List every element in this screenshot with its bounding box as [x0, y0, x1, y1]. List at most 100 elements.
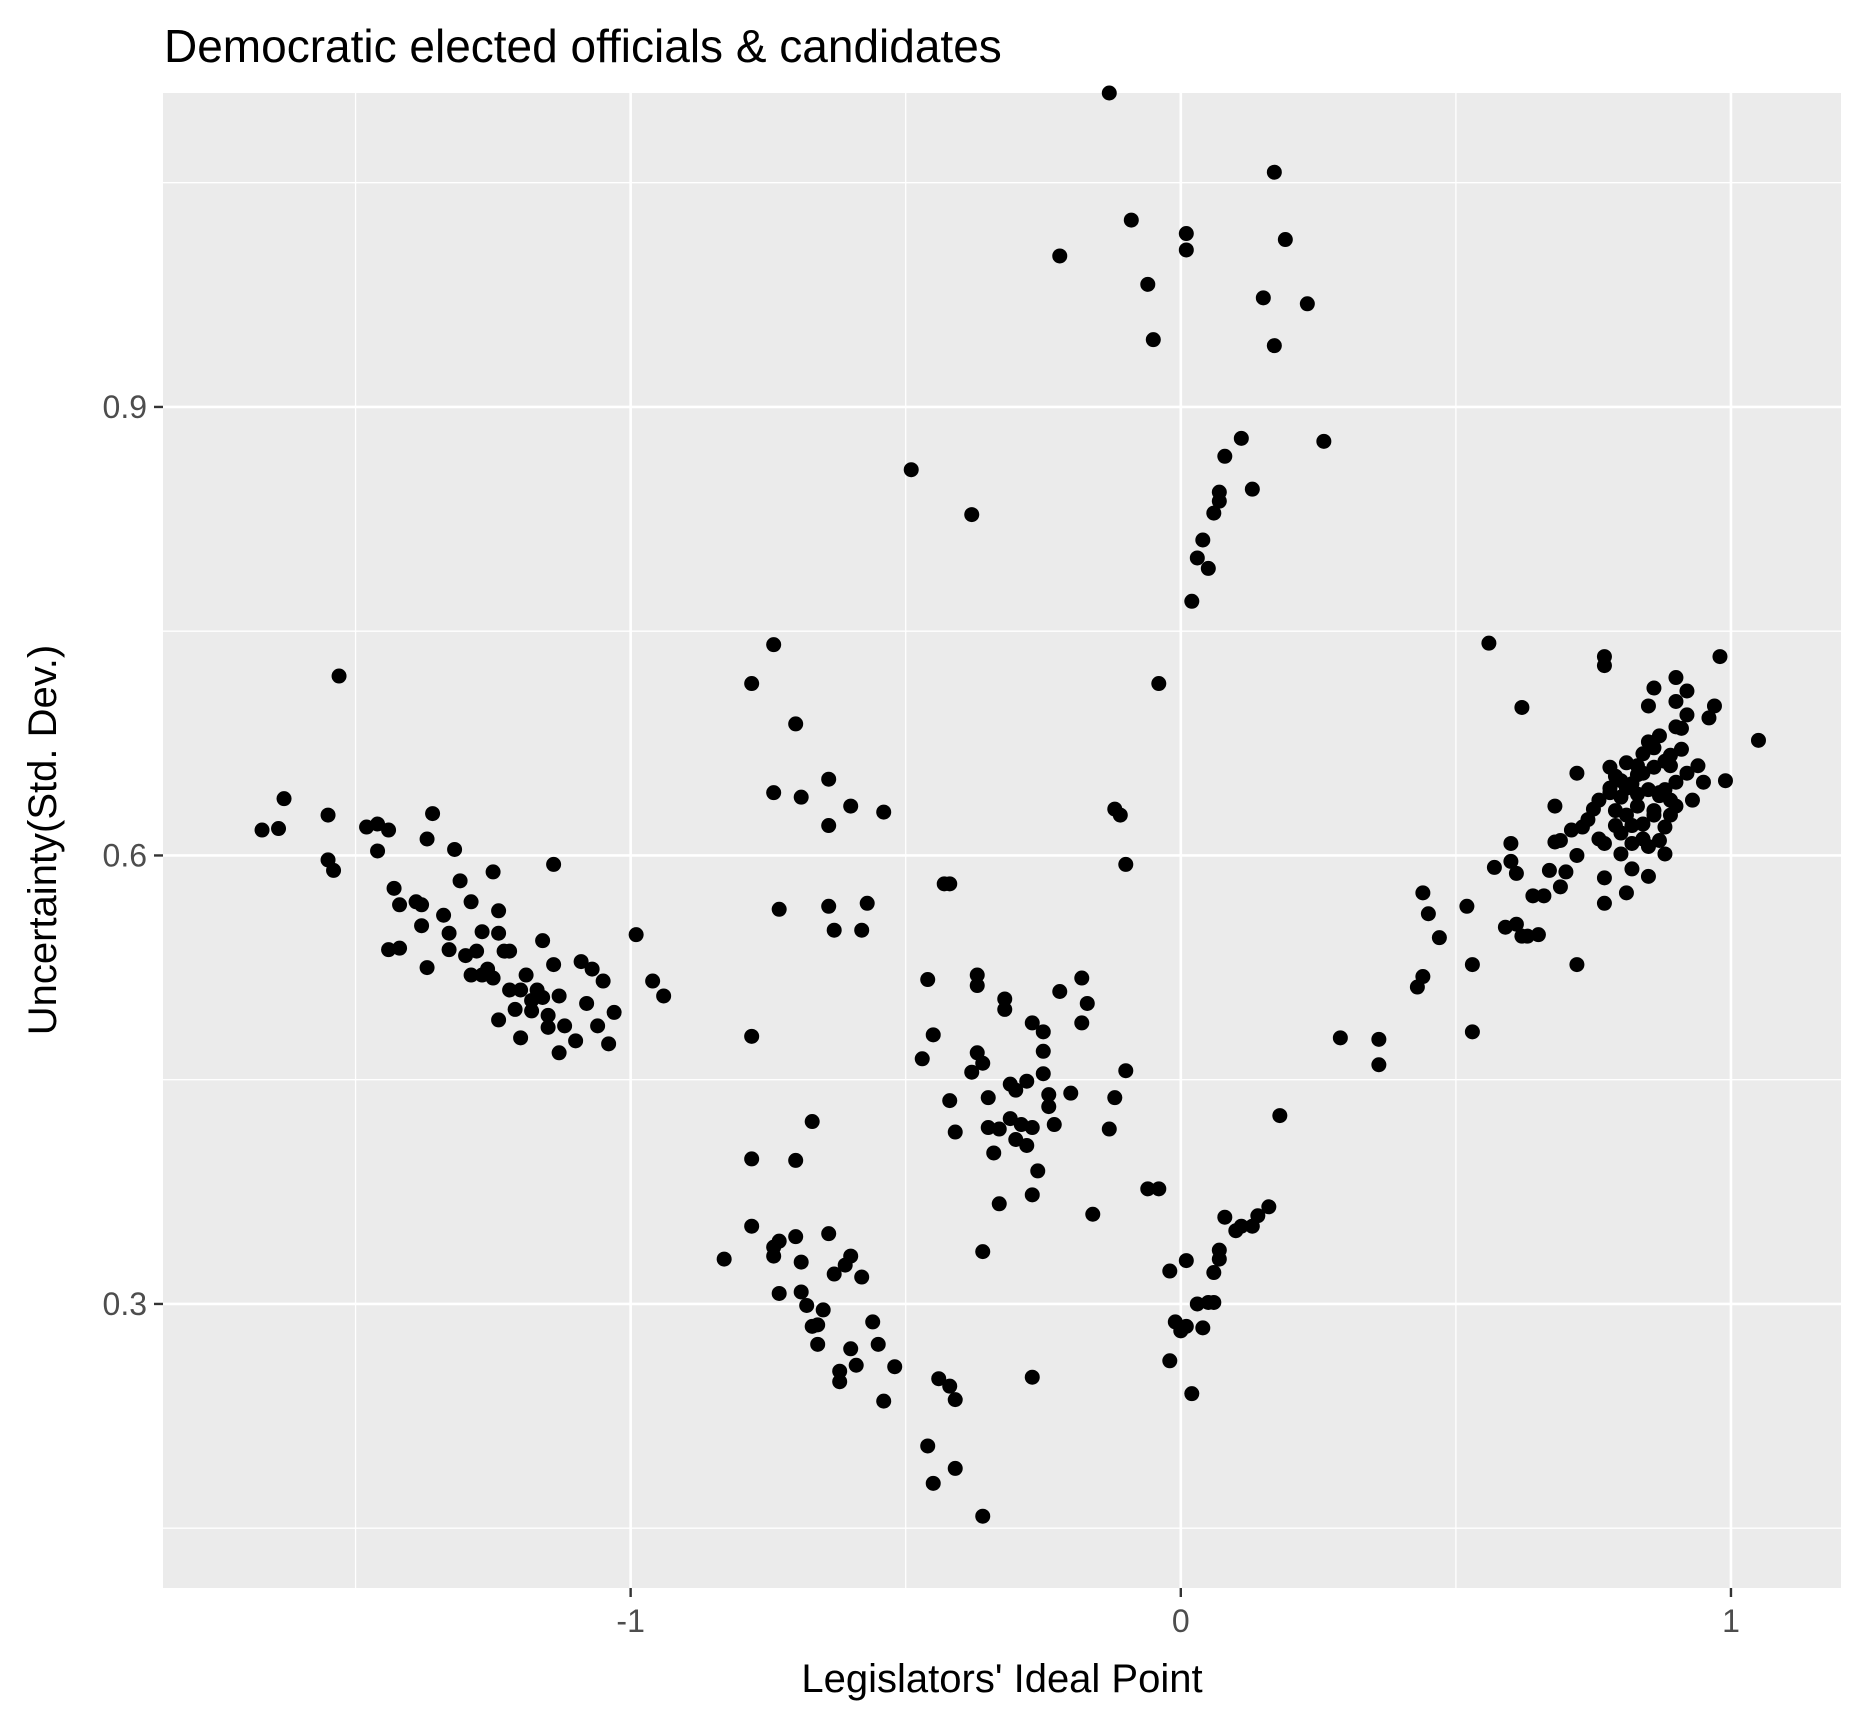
y-tick-label: 0.9	[103, 389, 147, 425]
data-point	[1244, 481, 1260, 497]
data-point	[843, 1248, 859, 1264]
data-point	[991, 1196, 1007, 1212]
data-point	[1646, 680, 1662, 696]
data-point	[491, 925, 507, 941]
data-point	[1508, 865, 1524, 881]
data-point	[964, 1064, 980, 1080]
data-point	[452, 873, 468, 889]
data-point	[793, 789, 809, 805]
data-point	[1123, 212, 1139, 228]
data-point	[903, 462, 919, 478]
data-point	[414, 897, 430, 913]
data-point	[1266, 164, 1282, 180]
data-point	[1657, 846, 1673, 862]
data-point	[1035, 1043, 1051, 1059]
data-point	[1618, 780, 1634, 796]
data-point	[925, 1475, 941, 1491]
data-point	[1569, 847, 1585, 863]
data-point	[1569, 957, 1585, 973]
data-point	[606, 1004, 622, 1020]
data-point	[826, 1266, 842, 1282]
data-point	[628, 927, 644, 943]
data-point	[474, 924, 490, 940]
x-tick-label: -1	[616, 1603, 644, 1639]
data-point	[1415, 885, 1431, 901]
data-point	[276, 791, 292, 807]
data-point	[1217, 1209, 1233, 1225]
data-point	[1162, 1263, 1178, 1279]
data-point	[1145, 332, 1161, 348]
data-point	[1651, 833, 1667, 848]
data-point	[370, 816, 386, 832]
data-point	[1052, 983, 1068, 999]
data-point	[788, 1229, 804, 1245]
data-point	[1277, 232, 1293, 248]
data-point	[1552, 879, 1568, 895]
data-point	[513, 982, 529, 998]
data-point	[1646, 740, 1662, 756]
data-point	[1640, 838, 1656, 854]
data-point	[1668, 693, 1684, 709]
data-point	[271, 821, 287, 837]
data-point	[1420, 906, 1436, 922]
data-point	[920, 1438, 936, 1454]
data-point	[1024, 1369, 1040, 1385]
data-point	[744, 1218, 760, 1234]
data-point	[876, 1393, 892, 1409]
data-point	[1596, 870, 1612, 886]
data-point	[931, 1371, 947, 1387]
data-point	[1261, 1199, 1277, 1215]
data-point	[1503, 853, 1519, 869]
data-point	[1101, 85, 1117, 101]
data-point	[1079, 995, 1095, 1011]
data-point	[1662, 758, 1678, 774]
data-point	[601, 1036, 617, 1052]
data-point	[1635, 746, 1651, 762]
data-point	[1651, 788, 1667, 804]
data-point	[1112, 807, 1128, 823]
data-point	[821, 771, 837, 787]
data-point	[870, 1336, 886, 1352]
data-point	[584, 961, 600, 977]
data-point	[1569, 765, 1585, 781]
data-point	[1706, 698, 1722, 714]
data-point	[1195, 1320, 1211, 1336]
data-point	[502, 943, 518, 959]
data-point	[1431, 930, 1447, 946]
data-point	[793, 1284, 809, 1300]
data-point	[1019, 1137, 1035, 1153]
data-point	[447, 841, 463, 857]
data-point	[1140, 1181, 1156, 1197]
data-point	[1657, 819, 1673, 835]
data-point	[788, 716, 804, 732]
data-point	[1596, 835, 1612, 851]
data-point	[1041, 1087, 1057, 1103]
data-point	[441, 925, 457, 941]
data-point	[854, 1269, 870, 1285]
data-point	[1701, 710, 1717, 726]
data-point	[463, 967, 479, 983]
data-point	[1332, 1030, 1348, 1046]
data-point	[546, 856, 562, 872]
data-point	[1624, 861, 1640, 877]
data-point	[1024, 1187, 1040, 1203]
data-point	[491, 903, 507, 919]
data-point	[832, 1363, 848, 1379]
data-point	[1211, 484, 1227, 500]
data-point	[1640, 868, 1656, 884]
data-point	[1316, 433, 1332, 449]
data-point	[1024, 1120, 1040, 1136]
data-point	[1613, 825, 1629, 841]
data-point	[914, 1051, 930, 1067]
data-point	[766, 1239, 782, 1255]
data-point	[535, 989, 551, 1005]
data-point	[535, 933, 551, 949]
data-point	[744, 676, 760, 692]
data-point	[1299, 296, 1315, 312]
data-point	[557, 1018, 573, 1034]
data-point	[826, 922, 842, 938]
data-point	[1052, 248, 1068, 264]
data-point	[821, 1226, 837, 1242]
data-point	[540, 1019, 556, 1035]
data-point	[1030, 1163, 1046, 1179]
